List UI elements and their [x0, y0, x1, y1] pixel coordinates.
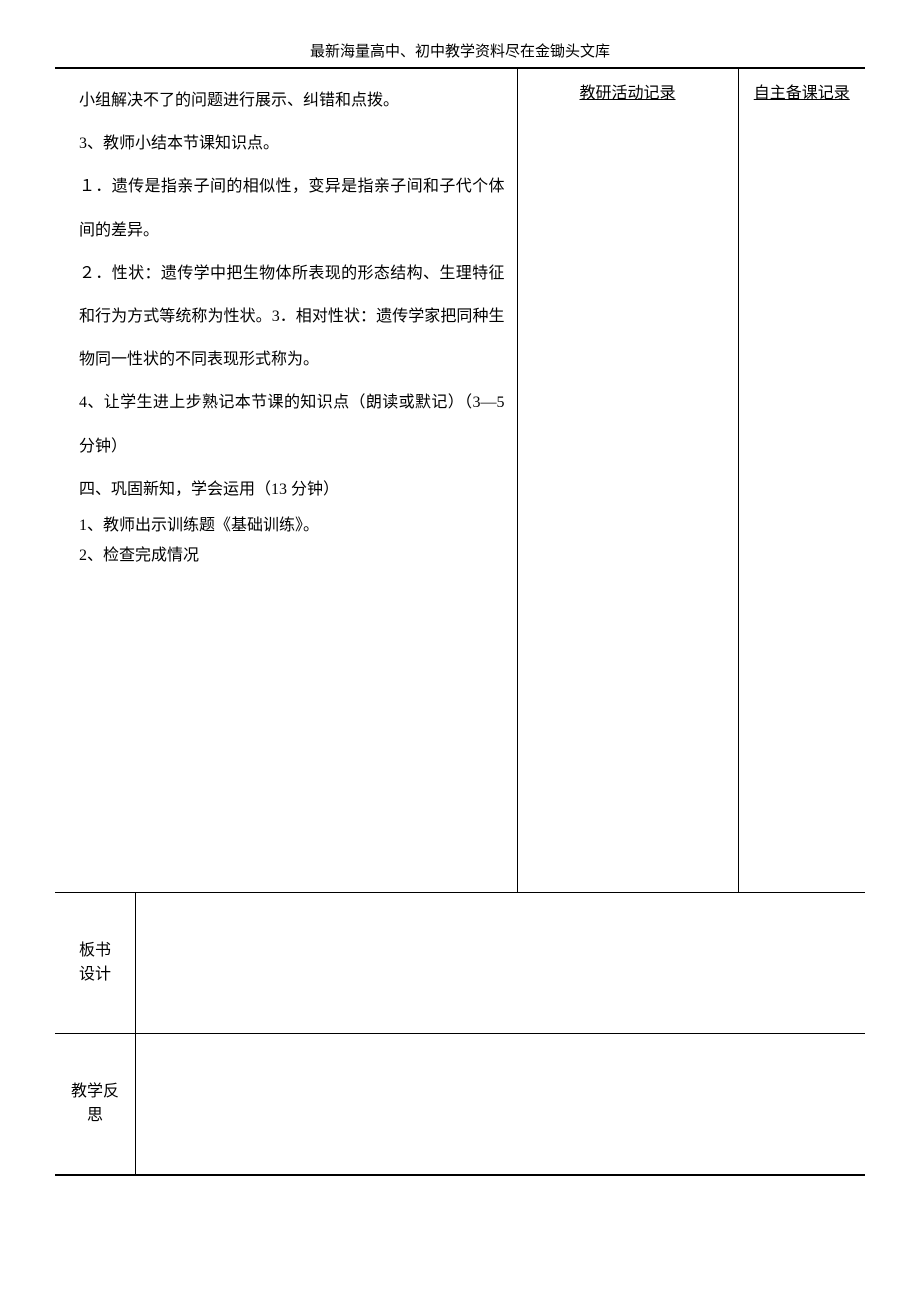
content-p2: 3、教师小结本节课知识点。 [79, 122, 505, 165]
board-design-label: 板书设计 [55, 892, 136, 1033]
main-content-cell: 小组解决不了的问题进行展示、纠错和点拨。 3、教师小结本节课知识点。 １．遗传是… [55, 69, 517, 892]
content-p8: 2、检查完成情况 [79, 541, 505, 571]
content-p7: 1、教师出示训练题《基础训练》。 [79, 511, 505, 541]
page-header: 最新海量高中、初中教学资料尽在金锄头文库 [55, 40, 865, 67]
self-prep-cell: 自主备课记录 [738, 69, 865, 892]
board-design-content [136, 892, 866, 1033]
lesson-plan-table: 小组解决不了的问题进行展示、纠错和点拨。 3、教师小结本节课知识点。 １．遗传是… [55, 69, 865, 1175]
research-activity-cell: 教研活动记录 [517, 69, 738, 892]
content-p1: 小组解决不了的问题进行展示、纠错和点拨。 [79, 79, 505, 122]
content-p5: 4、让学生进上步熟记本节课的知识点（朗读或默记）（3—5 分钟） [79, 381, 505, 467]
content-p3: １．遗传是指亲子间的相似性，变异是指亲子间和子代个体间的差异。 [79, 165, 505, 251]
self-prep-header: 自主备课记录 [739, 69, 865, 103]
content-p4: ２．性状：遗传学中把生物体所表现的形态结构、生理特征和行为方式等统称为性状。3．… [79, 252, 505, 382]
content-p6: 四、巩固新知，学会运用（13 分钟） [79, 468, 505, 511]
teaching-reflection-content [136, 1033, 866, 1174]
research-activity-header: 教研活动记录 [518, 69, 738, 103]
teaching-reflection-label: 教学反思 [55, 1033, 136, 1174]
